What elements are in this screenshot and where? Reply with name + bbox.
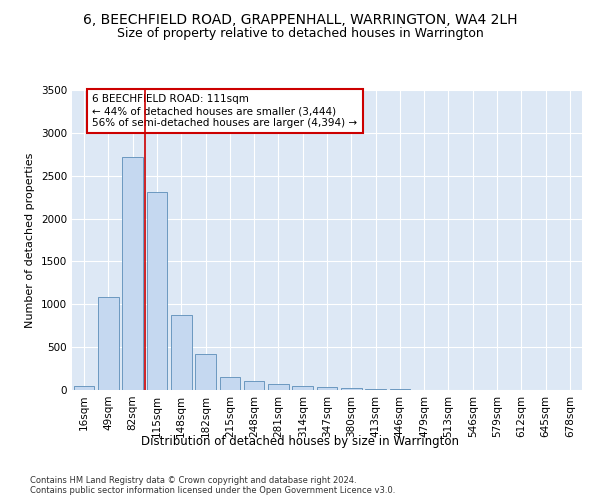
Bar (122, 157, 143, 390)
Bar (292, 386, 313, 390)
Bar (146, 192, 167, 390)
Bar (195, 354, 216, 390)
Bar (317, 387, 337, 390)
Text: Size of property relative to detached houses in Warrington: Size of property relative to detached ho… (116, 28, 484, 40)
Bar (365, 388, 386, 390)
Text: Contains HM Land Registry data © Crown copyright and database right 2024.
Contai: Contains HM Land Registry data © Crown c… (30, 476, 395, 495)
Text: 6 BEECHFIELD ROAD: 111sqm
← 44% of detached houses are smaller (3,444)
56% of se: 6 BEECHFIELD ROAD: 111sqm ← 44% of detac… (92, 94, 358, 128)
Bar (74, 386, 94, 390)
Bar (98, 298, 119, 390)
Y-axis label: Number of detached properties: Number of detached properties (25, 152, 35, 328)
Text: Distribution of detached houses by size in Warrington: Distribution of detached houses by size … (141, 435, 459, 448)
Bar (220, 376, 240, 390)
Text: 6, BEECHFIELD ROAD, GRAPPENHALL, WARRINGTON, WA4 2LH: 6, BEECHFIELD ROAD, GRAPPENHALL, WARRING… (83, 12, 517, 26)
Bar (244, 382, 265, 390)
Bar (171, 314, 191, 390)
Bar (268, 384, 289, 390)
Bar (341, 388, 362, 390)
